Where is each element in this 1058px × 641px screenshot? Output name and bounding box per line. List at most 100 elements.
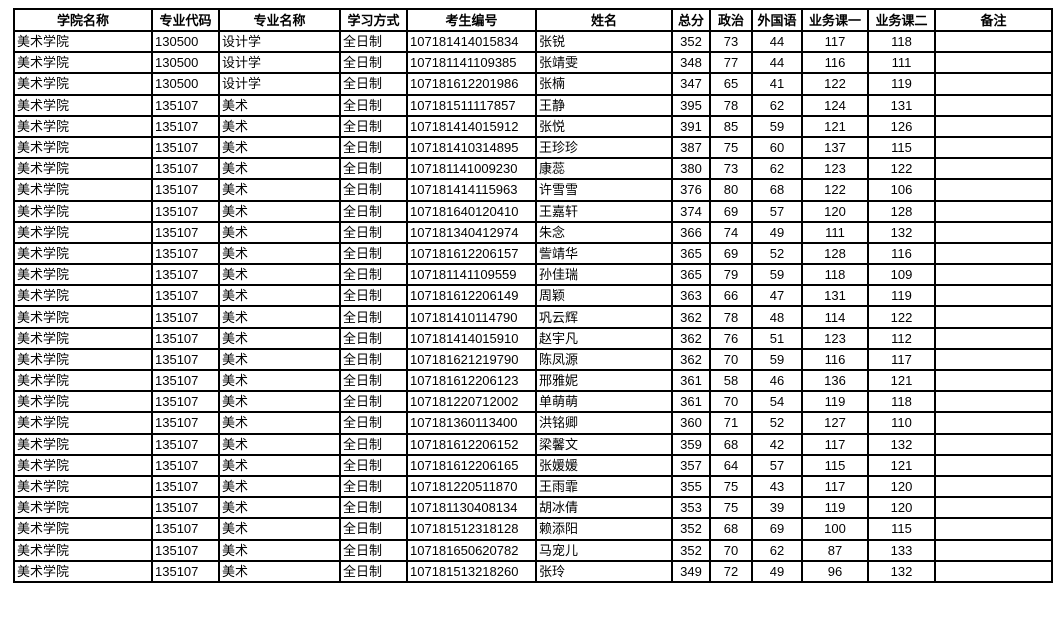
cell-major-name: 美术 bbox=[218, 347, 341, 372]
cell-college: 美术学院 bbox=[13, 559, 153, 583]
cell-politics: 76 bbox=[709, 326, 753, 350]
cell-total: 362 bbox=[671, 326, 711, 350]
cell-total: 362 bbox=[671, 347, 711, 372]
cell-major-code: 135107 bbox=[151, 263, 220, 287]
cell-candidate-id: 107181612206157 bbox=[406, 241, 537, 266]
header-name: 姓名 bbox=[535, 8, 673, 32]
cell-study-mode: 全日制 bbox=[339, 157, 408, 181]
cell-course-one: 122 bbox=[801, 178, 869, 202]
cell-major-code: 135107 bbox=[151, 432, 220, 456]
cell-major-name: 美术 bbox=[218, 305, 341, 329]
cell-college: 美术学院 bbox=[13, 368, 153, 393]
cell-remarks bbox=[934, 178, 1053, 202]
header-course-two: 业务课二 bbox=[867, 8, 936, 32]
cell-name: 许雪雪 bbox=[535, 178, 673, 202]
cell-course-one: 87 bbox=[801, 538, 869, 562]
cell-course-two: 112 bbox=[867, 326, 936, 350]
cell-study-mode: 全日制 bbox=[339, 72, 408, 96]
cell-politics: 75 bbox=[709, 135, 753, 160]
cell-course-two: 120 bbox=[867, 496, 936, 520]
cell-candidate-id: 107181141109559 bbox=[406, 263, 537, 287]
cell-course-one: 114 bbox=[801, 305, 869, 329]
cell-major-code: 130500 bbox=[151, 51, 220, 75]
cell-candidate-id: 107181220712002 bbox=[406, 390, 537, 414]
cell-candidate-id: 107181141009230 bbox=[406, 157, 537, 181]
cell-major-name: 美术 bbox=[218, 453, 341, 477]
cell-study-mode: 全日制 bbox=[339, 29, 408, 54]
table-row: 美术学院 130500 设计学 全日制 107181414015834 张锐 352 73 44… bbox=[13, 29, 1053, 54]
cell-major-name: 美术 bbox=[218, 368, 341, 393]
table-row: 美术学院 135107 美术 全日制 107181650620782 马宠儿 352 70 62… bbox=[13, 538, 1053, 562]
cell-course-two: 122 bbox=[867, 305, 936, 329]
cell-major-name: 美术 bbox=[218, 93, 341, 117]
cell-total: 361 bbox=[671, 368, 711, 393]
cell-college: 美术学院 bbox=[13, 51, 153, 75]
table-row: 美术学院 135107 美术 全日制 107181512318128 赖添阳 352 68 69… bbox=[13, 517, 1053, 541]
cell-course-one: 115 bbox=[801, 453, 869, 477]
cell-name: 邢雅妮 bbox=[535, 368, 673, 393]
cell-course-one: 131 bbox=[801, 284, 869, 308]
cell-course-two: 132 bbox=[867, 559, 936, 583]
cell-study-mode: 全日制 bbox=[339, 517, 408, 541]
cell-candidate-id: 107181414115963 bbox=[406, 178, 537, 202]
cell-study-mode: 全日制 bbox=[339, 178, 408, 202]
cell-name: 王雨霏 bbox=[535, 474, 673, 499]
cell-major-name: 美术 bbox=[218, 135, 341, 160]
cell-remarks bbox=[934, 72, 1053, 96]
cell-course-two: 118 bbox=[867, 390, 936, 414]
table-row: 美术学院 135107 美术 全日制 107181612206149 周颖 363 66 47 1… bbox=[13, 284, 1053, 308]
cell-college: 美术学院 bbox=[13, 135, 153, 160]
cell-study-mode: 全日制 bbox=[339, 432, 408, 456]
cell-total: 376 bbox=[671, 178, 711, 202]
cell-major-name: 美术 bbox=[218, 390, 341, 414]
cell-college: 美术学院 bbox=[13, 496, 153, 520]
cell-foreign-language: 68 bbox=[751, 178, 803, 202]
cell-politics: 69 bbox=[709, 241, 753, 266]
table-row: 美术学院 135107 美术 全日制 107181220511870 王雨霏 355 75 43… bbox=[13, 474, 1053, 499]
cell-candidate-id: 107181612206123 bbox=[406, 368, 537, 393]
cell-foreign-language: 49 bbox=[751, 220, 803, 244]
cell-major-code: 135107 bbox=[151, 347, 220, 372]
cell-total: 365 bbox=[671, 241, 711, 266]
cell-total: 361 bbox=[671, 390, 711, 414]
cell-foreign-language: 57 bbox=[751, 453, 803, 477]
cell-total: 357 bbox=[671, 453, 711, 477]
cell-remarks bbox=[934, 305, 1053, 329]
cell-total: 391 bbox=[671, 114, 711, 138]
cell-course-one: 96 bbox=[801, 559, 869, 583]
cell-remarks bbox=[934, 114, 1053, 138]
cell-candidate-id: 107181414015912 bbox=[406, 114, 537, 138]
cell-name: 赖添阳 bbox=[535, 517, 673, 541]
cell-study-mode: 全日制 bbox=[339, 474, 408, 499]
table-row: 美术学院 135107 美术 全日制 107181414015912 张悦 391 85 59 1… bbox=[13, 114, 1053, 138]
cell-course-two: 111 bbox=[867, 51, 936, 75]
cell-course-one: 128 bbox=[801, 241, 869, 266]
cell-total: 366 bbox=[671, 220, 711, 244]
cell-total: 347 bbox=[671, 72, 711, 96]
cell-remarks bbox=[934, 411, 1053, 435]
table-row: 美术学院 135107 美术 全日制 107181612206157 訾靖华 365 69 52… bbox=[13, 241, 1053, 266]
cell-course-two: 120 bbox=[867, 474, 936, 499]
cell-major-name: 美术 bbox=[218, 432, 341, 456]
cell-study-mode: 全日制 bbox=[339, 538, 408, 562]
cell-study-mode: 全日制 bbox=[339, 284, 408, 308]
cell-remarks bbox=[934, 390, 1053, 414]
cell-major-code: 130500 bbox=[151, 29, 220, 54]
cell-course-one: 124 bbox=[801, 93, 869, 117]
cell-course-two: 106 bbox=[867, 178, 936, 202]
cell-remarks bbox=[934, 432, 1053, 456]
cell-remarks bbox=[934, 93, 1053, 117]
cell-name: 张悦 bbox=[535, 114, 673, 138]
table-row: 美术学院 135107 美术 全日制 107181621219790 陈凤源 362 70 59… bbox=[13, 347, 1053, 372]
cell-course-one: 118 bbox=[801, 263, 869, 287]
cell-remarks bbox=[934, 29, 1053, 54]
header-foreign-language: 外国语 bbox=[751, 8, 803, 32]
cell-major-name: 美术 bbox=[218, 538, 341, 562]
table-row: 美术学院 135107 美术 全日制 107181414115963 许雪雪 376 80 68… bbox=[13, 178, 1053, 202]
header-candidate-id: 考生编号 bbox=[406, 8, 537, 32]
cell-foreign-language: 49 bbox=[751, 559, 803, 583]
cell-remarks bbox=[934, 199, 1053, 223]
cell-name: 訾靖华 bbox=[535, 241, 673, 266]
cell-study-mode: 全日制 bbox=[339, 305, 408, 329]
cell-course-two: 115 bbox=[867, 517, 936, 541]
